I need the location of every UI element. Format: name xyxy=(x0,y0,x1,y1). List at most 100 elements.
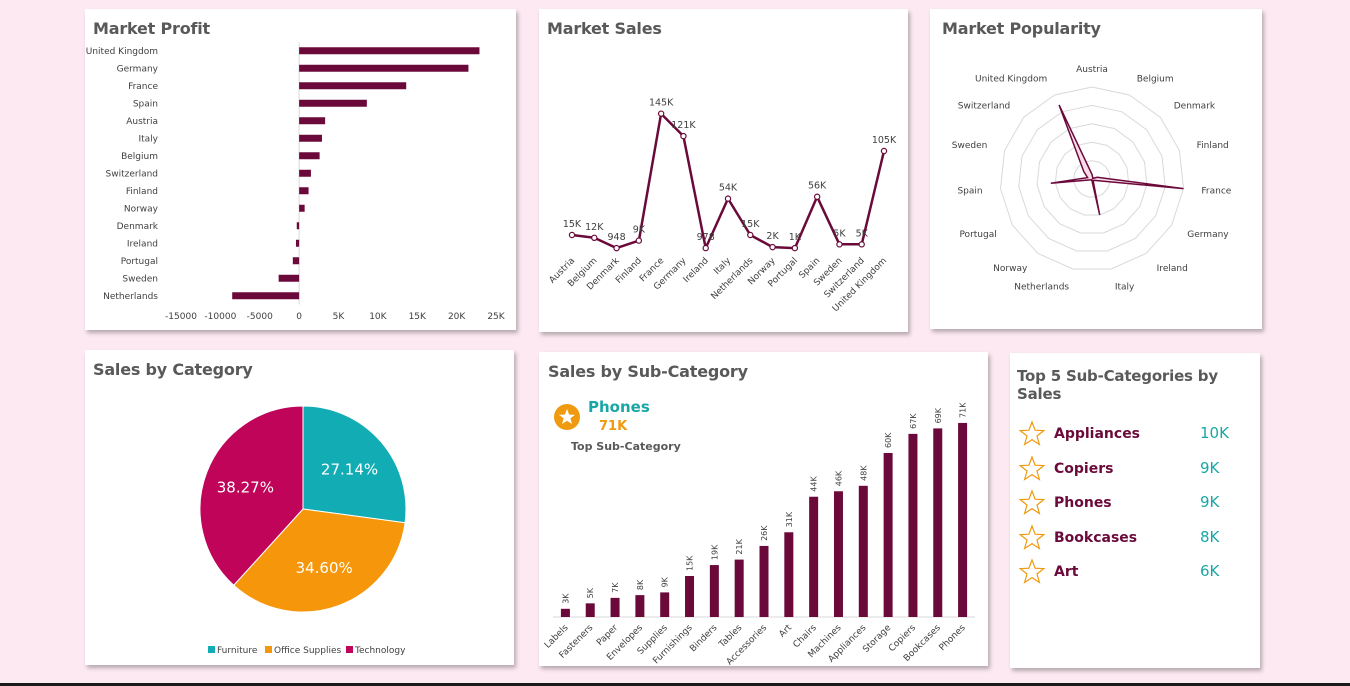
sales-data-label: 105K xyxy=(872,135,897,146)
radar-axis-label: Denmark xyxy=(1174,101,1216,111)
subcategory-data-label: 46K xyxy=(834,470,843,486)
sales-data-label: 1K xyxy=(789,232,802,243)
profit-tick-label: 0 xyxy=(296,312,302,322)
subcategory-data-label: 9K xyxy=(661,576,670,587)
profit-bar-spain xyxy=(299,99,367,107)
subcategory-bar-supplies xyxy=(660,592,670,617)
subcategory-bar-binders xyxy=(709,565,719,617)
sales-point-spain xyxy=(813,193,821,200)
radar-axis-label: Norway xyxy=(993,264,1028,274)
pie-legend-swatch xyxy=(265,646,272,653)
pie-data-label: 34.60% xyxy=(296,559,353,577)
market-popularity-title: Market Popularity xyxy=(942,19,1101,38)
radar-axis-label: Italy xyxy=(1115,283,1135,293)
profit-bar-austria xyxy=(299,117,326,125)
subcategory-data-label: 71K xyxy=(959,402,968,418)
subcategory-bar-art xyxy=(784,532,794,617)
radar-axis-label: Netherlands xyxy=(1014,283,1069,293)
sales-data-label: 56K xyxy=(808,181,827,192)
top5-row: Art 6K xyxy=(1010,558,1260,588)
subcategory-bar-envelopes xyxy=(635,595,645,617)
subcategory-data-label: 69K xyxy=(934,407,943,423)
subcategory-data-label: 5K xyxy=(586,587,595,598)
sales-data-label: 2K xyxy=(766,231,779,242)
profit-category-label: France xyxy=(128,82,158,92)
subcategory-data-label: 44K xyxy=(810,476,819,492)
sales-by-category-card: Sales by Category 27.14% 34.60% 38.27% Furn… xyxy=(85,350,514,665)
top5-name: Art xyxy=(1054,564,1079,580)
radar-axis-label: Switzerland xyxy=(958,101,1011,111)
pie-legend-swatch xyxy=(346,646,353,653)
top5-row: Appliances 10K xyxy=(1010,420,1260,450)
top5-row: Copiers 9K xyxy=(1010,454,1260,485)
subcategory-bar-storage xyxy=(883,453,893,617)
profit-category-label: Sweden xyxy=(122,274,158,284)
radar-axis-label: Austria xyxy=(1076,65,1108,75)
radar-axis-label: Belgium xyxy=(1137,75,1174,85)
top-subcategory-star-icon xyxy=(554,404,580,430)
subcategory-bar-tables xyxy=(734,559,744,617)
sales-data-label: 15K xyxy=(563,219,582,230)
profit-bar-belgium xyxy=(299,152,320,160)
radar-axis-label: Portugal xyxy=(959,230,996,240)
market-profit-chart: United Kingdom Germany France Spain Austria I… xyxy=(86,42,506,322)
subcategory-data-label: 48K xyxy=(859,465,868,481)
subcategory-data-label: 60K xyxy=(884,432,893,448)
profit-category-label: Portugal xyxy=(121,257,158,267)
profit-bar-ireland xyxy=(295,239,300,247)
subcategory-category-label: Phones xyxy=(938,623,968,653)
sales-data-label: 145K xyxy=(649,98,674,109)
profit-bar-sweden xyxy=(278,274,300,282)
star-outline-icon xyxy=(1018,454,1046,481)
market-profit-title: Market Profit xyxy=(93,19,210,38)
subcategory-data-label: 19K xyxy=(710,544,719,560)
sales-point-italy xyxy=(724,195,732,202)
subcategory-bar-paper xyxy=(610,597,620,617)
profit-tick-label: 15K xyxy=(409,312,427,322)
window-bottom-edge xyxy=(0,683,1350,686)
pie-slice-furniture xyxy=(302,405,407,524)
sales-data-label: 978 xyxy=(697,232,715,243)
subcategory-data-label: 7K xyxy=(611,582,620,593)
subcategory-bar-chairs xyxy=(809,496,819,617)
pie-legend-swatch xyxy=(208,646,215,653)
profit-category-label: Ireland xyxy=(127,239,158,249)
profit-category-label: Finland xyxy=(126,187,158,197)
top-subcategory-value: 71K xyxy=(599,419,628,434)
top5-name: Bookcases xyxy=(1054,529,1138,546)
market-sales-chart: 15KAustria12KBelgium948Denmark9KFinland1… xyxy=(548,98,897,315)
sales-point-united-kingdom xyxy=(880,147,888,155)
top5-value: 8K xyxy=(1200,527,1220,546)
profit-tick-label: -10000 xyxy=(204,312,236,322)
subcategory-category-label: Art xyxy=(777,623,794,640)
profit-tick-label: -5000 xyxy=(247,312,273,322)
sales-by-category-title: Sales by Category xyxy=(93,360,253,379)
profit-tick-label: 5K xyxy=(333,312,346,322)
star-outline-icon xyxy=(1018,489,1046,515)
market-popularity-card: Market Popularity Austria Belgium Denmark F… xyxy=(930,9,1262,329)
top5-name: Appliances xyxy=(1054,426,1141,442)
profit-bar-italy xyxy=(299,134,322,142)
sales-data-label: 54K xyxy=(719,183,738,194)
profit-tick-label: 25K xyxy=(487,312,505,322)
pie-slice-office-supplies xyxy=(233,508,406,613)
sales-by-category-chart: 27.14% 34.60% 38.27% Furniture Office Suppli… xyxy=(199,405,407,656)
subcategory-bar-copiers xyxy=(908,433,918,617)
pie-slice-technology xyxy=(199,405,304,586)
sales-point-france xyxy=(657,110,665,117)
profit-bar-netherlands xyxy=(232,292,300,300)
profit-category-label: Denmark xyxy=(117,222,159,232)
subcategory-bar-phones xyxy=(958,422,968,617)
top5-value: 9K xyxy=(1200,493,1220,511)
profit-bar-united-kingdom xyxy=(299,47,480,55)
market-sales-card: Market Sales 15K Austria 12K Belgium 948 Denm… xyxy=(539,9,908,332)
subcategory-data-label: 21K xyxy=(735,538,744,554)
radar-axis-label: Germany xyxy=(1187,230,1229,240)
profit-tick-label: 20K xyxy=(448,312,466,322)
profit-category-label: Italy xyxy=(138,134,158,144)
sales-data-label: 15K xyxy=(741,219,760,230)
sales-point-norway xyxy=(769,243,776,251)
top5-title: Top 5 Sub-Categories by Sales xyxy=(1017,367,1218,403)
subcategory-data-label: 26K xyxy=(760,525,769,541)
radar-axis-label: France xyxy=(1201,186,1231,196)
